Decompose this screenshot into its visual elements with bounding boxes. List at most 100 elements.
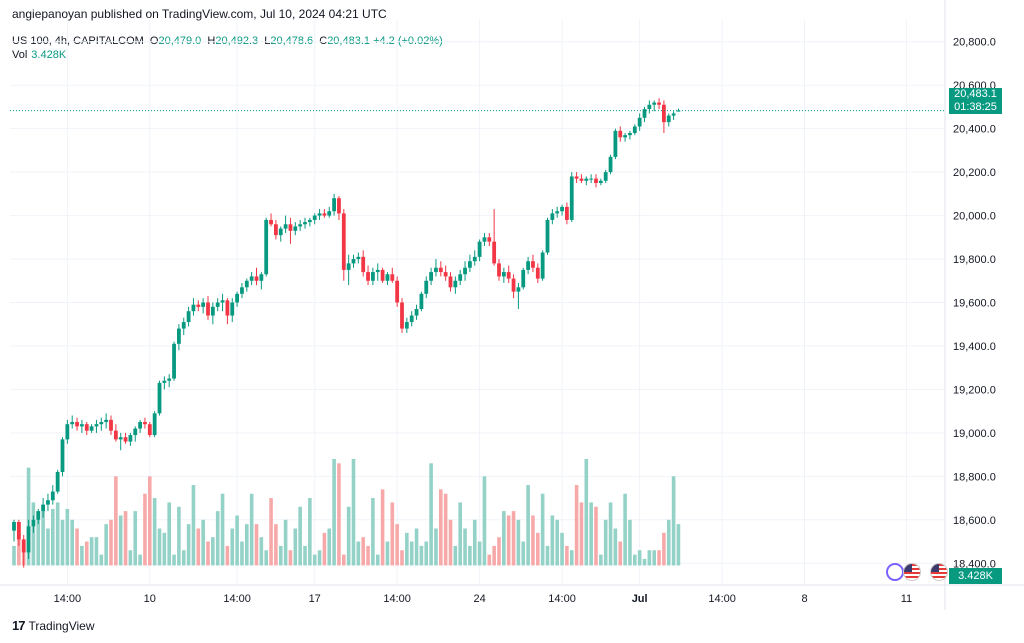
price-tick-label: 18,800.0	[953, 471, 996, 483]
candle-body	[177, 328, 181, 344]
volume-bar	[380, 489, 385, 566]
volume-bar	[36, 519, 41, 566]
candle-body	[676, 110, 681, 112]
candle-body	[50, 491, 55, 501]
candle-body	[477, 241, 482, 257]
volume-bar	[511, 511, 516, 566]
candle-body	[589, 178, 594, 180]
volume-bar	[55, 502, 60, 566]
candle-body	[278, 228, 283, 236]
candle-body	[26, 526, 31, 553]
volume-bar	[400, 550, 404, 566]
volume-bar	[429, 463, 433, 566]
candle-body	[298, 224, 303, 227]
candle-body	[453, 280, 458, 288]
candle-body	[327, 211, 332, 216]
time-tick-label: 11	[901, 593, 912, 605]
volume-bar	[104, 524, 108, 566]
volume-label[interactable]: Vol	[12, 49, 28, 61]
candle-body	[21, 539, 26, 553]
candle-body	[317, 213, 322, 216]
candle-body	[434, 267, 438, 273]
volume-bar	[196, 528, 201, 566]
volume-bar	[235, 515, 239, 566]
candle-body	[12, 521, 16, 531]
candle-body	[167, 378, 172, 381]
bar-countdown: 01:38:25	[954, 101, 997, 113]
candle-body	[191, 304, 196, 312]
volume-bar	[351, 458, 356, 566]
candle-body	[429, 272, 433, 281]
candle-body	[569, 176, 574, 220]
open-label: O	[149, 35, 159, 47]
volume-bar	[569, 550, 574, 566]
candle-body	[157, 382, 162, 414]
volume-bar	[613, 528, 618, 566]
volume-bar	[371, 498, 375, 566]
candle-body	[215, 302, 220, 307]
volume-bar	[283, 519, 288, 566]
candle-body	[671, 113, 676, 116]
volume-bar	[114, 476, 118, 566]
volume-bar	[123, 511, 128, 566]
us-flag-icon[interactable]	[903, 563, 921, 581]
candle-body	[346, 263, 351, 270]
footer: 17 TradingView	[12, 618, 95, 633]
candle-body	[598, 180, 603, 183]
candle-body	[220, 300, 225, 303]
volume-bar	[448, 519, 453, 566]
volume-bar	[240, 541, 244, 566]
volume-bar	[109, 519, 113, 566]
volume-bar	[361, 537, 365, 566]
publisher-line: angiepanoyan published on TradingView.co…	[12, 7, 387, 21]
candle-body	[506, 272, 511, 279]
candle-body	[16, 521, 21, 540]
volume-legend: Vol 3.428K	[12, 49, 66, 61]
volume-bar	[375, 554, 380, 566]
volume-bar	[502, 511, 506, 566]
candle-body	[482, 237, 487, 242]
candle-body	[70, 422, 75, 425]
volume-bar	[657, 550, 661, 566]
candle-body	[565, 206, 569, 220]
volume-bar	[41, 511, 45, 566]
volume-bar	[60, 519, 65, 566]
volume-bar	[574, 485, 579, 566]
volume-bar	[269, 498, 273, 566]
candle-body	[123, 437, 128, 442]
candle-body	[288, 224, 293, 231]
volume-bar	[293, 528, 298, 566]
candle-body	[560, 206, 564, 212]
candle-body	[380, 269, 385, 281]
candle-body	[618, 130, 623, 138]
candle-body	[531, 261, 535, 268]
volume-bar	[317, 550, 322, 566]
candle-body	[361, 256, 366, 273]
us-flag-icon[interactable]	[930, 563, 948, 581]
candle-body	[438, 267, 443, 273]
volume-bar	[118, 515, 123, 566]
candle-body	[574, 176, 579, 179]
candle-body	[75, 422, 79, 427]
candle-body	[497, 263, 501, 277]
candle-body	[128, 435, 133, 442]
candle-body	[511, 278, 516, 292]
volume-bar	[89, 537, 94, 566]
close-value: 20,483.1	[327, 35, 371, 47]
volume-bar	[245, 524, 249, 566]
candle-body	[60, 439, 65, 472]
last-price-value: 20,483.1	[954, 88, 997, 100]
volume-bar	[211, 537, 215, 566]
volume-bar	[278, 545, 283, 566]
candle-body	[487, 237, 492, 242]
event-icon[interactable]	[886, 563, 904, 581]
volume-bar	[128, 550, 133, 566]
candle-body	[341, 213, 346, 270]
symbol-name[interactable]: US 100, 4h, CAPITALCOM	[12, 35, 144, 47]
volume-bar	[565, 545, 569, 566]
volume-bar	[652, 550, 656, 566]
candle-body	[147, 424, 152, 436]
volume-bar	[80, 545, 84, 566]
volume-bar	[75, 528, 79, 566]
